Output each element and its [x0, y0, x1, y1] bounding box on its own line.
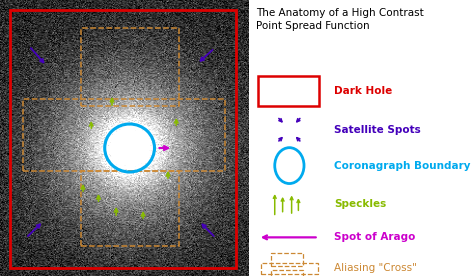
Text: Spot of Arago: Spot of Arago [335, 232, 416, 242]
Text: Aliasing "Cross": Aliasing "Cross" [335, 263, 417, 273]
Bar [271, 270, 303, 276]
Text: Satellite Spots: Satellite Spots [335, 125, 421, 135]
Bar [81, 28, 179, 106]
Bar [23, 99, 225, 171]
Text: Speckles: Speckles [335, 199, 387, 209]
Bar [81, 171, 179, 246]
Text: Dark Hole: Dark Hole [335, 86, 392, 96]
Bar [258, 76, 319, 106]
Text: Coronagraph Boundary: Coronagraph Boundary [335, 161, 471, 171]
Bar [271, 253, 303, 266]
Bar [261, 263, 318, 274]
Text: The Anatomy of a High Contrast
Point Spread Function: The Anatomy of a High Contrast Point Spr… [255, 8, 423, 31]
